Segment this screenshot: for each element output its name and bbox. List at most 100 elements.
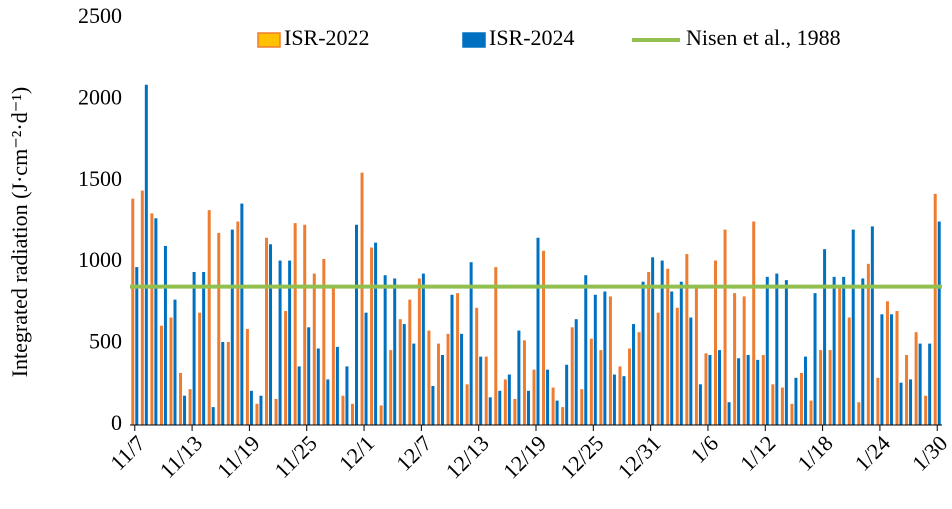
bar <box>460 333 464 425</box>
bar <box>551 387 555 425</box>
bar <box>131 198 135 425</box>
bar <box>685 254 689 425</box>
bar <box>885 301 889 425</box>
bar <box>436 343 440 425</box>
bar <box>312 273 316 425</box>
bar <box>202 271 206 425</box>
bar <box>427 330 431 425</box>
bar <box>479 356 483 425</box>
bar <box>198 312 202 425</box>
bar <box>651 257 655 425</box>
bar <box>431 385 435 425</box>
bar <box>780 387 784 425</box>
bar <box>899 382 903 425</box>
bar <box>742 296 746 425</box>
x-tick-label: 11/13 <box>155 430 208 483</box>
bar <box>522 340 526 425</box>
bar <box>421 273 425 425</box>
x-tick-label: 12/13 <box>441 430 494 483</box>
legend-label: Nisen et al., 1988 <box>686 25 841 50</box>
bar <box>861 278 865 425</box>
bar <box>565 364 569 425</box>
bar <box>488 397 492 425</box>
bar <box>723 229 727 425</box>
bar <box>589 338 593 425</box>
bar <box>689 317 693 425</box>
bar <box>513 398 517 425</box>
bar <box>670 291 674 425</box>
bar <box>718 350 722 425</box>
y-tick-label: 2500 <box>78 3 122 28</box>
bar <box>322 258 326 425</box>
bar <box>909 379 913 425</box>
bar <box>847 317 851 425</box>
bar <box>733 293 737 425</box>
bar <box>918 343 922 425</box>
bar <box>345 366 349 425</box>
bar <box>274 398 278 425</box>
bar <box>828 350 832 425</box>
x-tick-label: 1/30 <box>907 430 952 475</box>
bar <box>784 280 788 425</box>
bar <box>469 262 473 425</box>
bar <box>383 275 387 425</box>
bar <box>326 379 330 425</box>
bar <box>660 260 664 425</box>
bar <box>379 405 383 425</box>
bar <box>647 271 651 425</box>
x-tick-label: 1/12 <box>735 430 780 475</box>
bar <box>632 324 636 425</box>
legend-label: ISR-2024 <box>489 25 575 50</box>
bar <box>150 213 154 425</box>
bar <box>593 294 597 425</box>
bar <box>580 389 584 425</box>
bar <box>207 210 211 425</box>
bar <box>933 193 937 425</box>
bar <box>838 288 842 425</box>
bar <box>350 403 354 425</box>
bar <box>928 343 932 425</box>
bar <box>484 356 488 425</box>
bar <box>370 247 374 425</box>
bar <box>398 319 402 425</box>
bar <box>240 203 244 425</box>
bar <box>622 376 626 425</box>
bar <box>307 327 311 425</box>
bar <box>284 311 288 425</box>
bar <box>265 237 269 425</box>
bar <box>154 218 158 425</box>
bar <box>226 341 230 425</box>
bar <box>819 350 823 425</box>
bar <box>465 384 469 425</box>
bar <box>737 358 741 425</box>
x-tick-label: 12/25 <box>555 430 608 483</box>
bar <box>542 250 546 425</box>
bar <box>169 317 173 425</box>
bar <box>389 350 393 425</box>
bar <box>832 276 836 425</box>
bar <box>599 350 603 425</box>
bar <box>603 291 607 425</box>
x-tick-label: 12/19 <box>498 430 551 483</box>
legend-swatch <box>462 32 486 48</box>
bar <box>708 354 712 425</box>
bar <box>536 237 540 425</box>
bar <box>637 332 641 425</box>
bar <box>293 223 297 425</box>
legend-label: ISR-2022 <box>284 25 370 50</box>
bar <box>756 359 760 425</box>
x-tick-label: 12/31 <box>613 430 666 483</box>
bar <box>574 319 578 425</box>
bar <box>211 407 215 425</box>
bar <box>135 267 139 425</box>
bar <box>456 293 460 425</box>
y-tick-label: 1500 <box>78 166 122 191</box>
bar <box>364 312 368 425</box>
bar <box>704 353 708 425</box>
bar <box>517 330 521 425</box>
bar <box>440 354 444 425</box>
bar <box>914 332 918 425</box>
bar <box>221 341 225 425</box>
bar <box>417 278 421 425</box>
